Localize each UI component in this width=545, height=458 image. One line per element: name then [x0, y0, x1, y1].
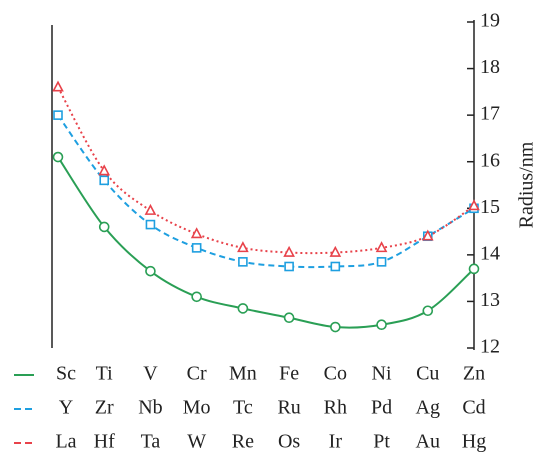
element-label: Zr — [95, 397, 114, 419]
element-label: La — [55, 431, 76, 453]
element-label: Pt — [373, 431, 390, 453]
element-label: Fe — [279, 363, 299, 385]
y-tick-label: 17 — [480, 103, 500, 125]
point — [191, 243, 202, 253]
point — [144, 203, 157, 215]
series-line — [57, 86, 475, 255]
point — [52, 151, 64, 163]
y-tick-label: 13 — [480, 289, 500, 311]
point — [191, 291, 202, 303]
series-line — [57, 156, 475, 329]
point — [237, 241, 249, 253]
element-label: Cu — [416, 363, 439, 385]
point — [237, 303, 249, 314]
element-label: Ru — [277, 397, 300, 419]
element-label: Ta — [141, 431, 161, 453]
point — [190, 227, 203, 239]
element-label: Mo — [183, 397, 211, 419]
point — [468, 263, 480, 275]
element-label: Ag — [416, 397, 440, 419]
point — [375, 241, 388, 253]
element-label: Rh — [324, 397, 347, 419]
point — [330, 321, 341, 333]
point — [421, 229, 434, 241]
y-tick-label: 16 — [480, 149, 500, 171]
element-label: Au — [416, 431, 440, 453]
element-label: Tc — [233, 397, 253, 419]
point — [145, 265, 156, 277]
y-axis-label: Radius/nm — [516, 141, 538, 228]
element-label: Nb — [138, 397, 162, 419]
element-label: Cd — [462, 397, 485, 419]
y-tick-label: 14 — [480, 242, 500, 264]
point — [283, 245, 295, 257]
element-label: Zn — [463, 363, 485, 385]
point — [98, 164, 111, 176]
point — [52, 80, 64, 92]
element-label: Cr — [187, 363, 207, 385]
element-label: Y — [59, 397, 73, 419]
y-tick-label: 12 — [480, 336, 500, 358]
element-label: Re — [232, 431, 254, 453]
element-label: V — [143, 363, 158, 385]
point — [98, 221, 110, 233]
point — [283, 312, 295, 324]
point — [284, 261, 294, 272]
point — [329, 245, 342, 257]
y-tick-label: 19 — [480, 10, 500, 32]
element-label: Ni — [372, 363, 392, 385]
point — [376, 257, 387, 267]
element-label: Pd — [371, 397, 392, 419]
series-line — [57, 114, 475, 269]
point — [145, 219, 156, 230]
point — [468, 199, 480, 211]
element-label: Os — [278, 431, 300, 453]
element-label: W — [187, 431, 206, 453]
element-label: Mn — [229, 363, 257, 385]
point — [330, 261, 341, 272]
element-label: Hf — [94, 431, 115, 453]
element-label: Ti — [96, 363, 114, 385]
element-label: Sc — [56, 363, 76, 385]
element-label: Ir — [329, 431, 343, 453]
point — [376, 319, 387, 331]
point — [99, 175, 110, 186]
point — [53, 110, 63, 120]
element-label: Hg — [462, 431, 486, 453]
element-label: Co — [324, 363, 347, 385]
point — [422, 305, 434, 317]
y-tick-label: 15 — [480, 196, 500, 218]
point — [238, 257, 248, 267]
y-tick-label: 18 — [480, 56, 500, 78]
